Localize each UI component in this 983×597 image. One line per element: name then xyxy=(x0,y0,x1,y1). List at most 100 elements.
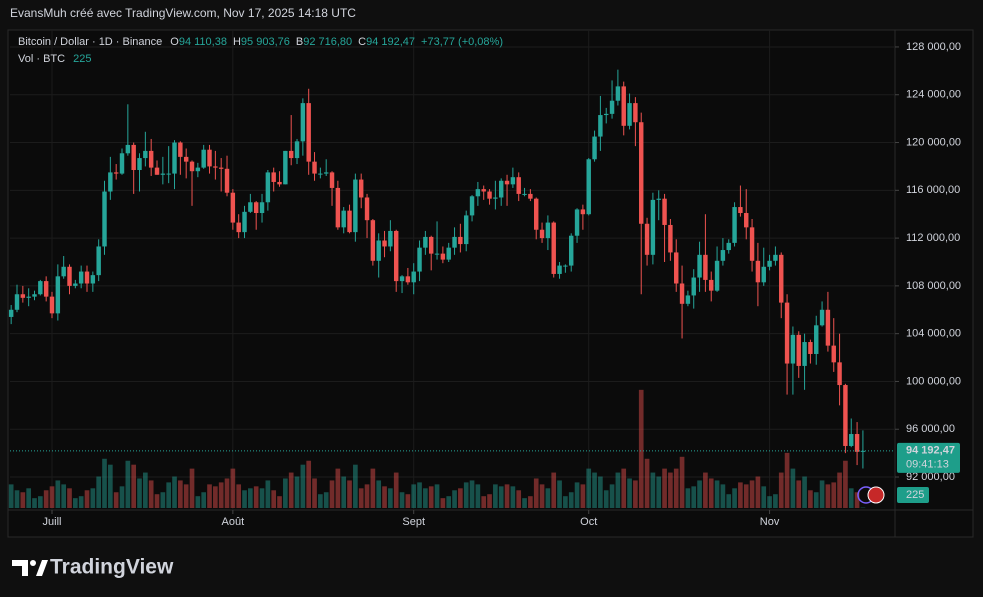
volume-bar xyxy=(382,486,387,508)
volume-bar xyxy=(644,458,650,508)
volume-bar xyxy=(96,476,102,508)
candle-body xyxy=(574,209,580,236)
volume-bar xyxy=(726,494,732,508)
volume-bar xyxy=(423,488,428,508)
volume-bar xyxy=(860,507,866,509)
candle-body xyxy=(417,247,422,272)
candle-body xyxy=(376,240,381,261)
volume-bar xyxy=(108,464,113,508)
volume-bar xyxy=(843,460,848,508)
candle-body xyxy=(189,161,195,172)
volume-bar xyxy=(749,480,755,508)
volume-value: 225 xyxy=(73,53,91,65)
volume-bar xyxy=(20,492,26,508)
candle-body xyxy=(300,103,306,142)
volume-pane xyxy=(8,389,866,509)
ohlc: O94 110,38 H95 903,76 B92 716,80 C94 192,47… xyxy=(170,36,503,48)
candle-body xyxy=(137,158,142,171)
volume-bar xyxy=(743,484,749,508)
volume-bar xyxy=(294,476,300,508)
candle-body xyxy=(714,260,720,291)
candle-body xyxy=(697,254,702,278)
volume-bar xyxy=(358,488,364,508)
x-tick-label: Oct xyxy=(580,516,597,528)
y-tick-label: 116 000,00 xyxy=(906,184,960,196)
volume-bar xyxy=(166,482,172,508)
candle-body xyxy=(533,198,539,230)
volume-bar xyxy=(213,486,218,508)
candle-body xyxy=(854,434,860,452)
x-tick-label: Nov xyxy=(760,516,780,528)
volume-bar xyxy=(411,484,417,508)
candle-body xyxy=(154,167,160,175)
last-price-label: 94 192,47 xyxy=(906,445,955,457)
candle-body xyxy=(283,150,288,185)
volume-bar xyxy=(504,484,510,508)
candle-body xyxy=(498,180,504,198)
candle-body xyxy=(463,215,469,245)
volume-bar xyxy=(533,478,539,508)
candle-body xyxy=(510,177,516,185)
volume-bar xyxy=(131,464,137,508)
volume-bar xyxy=(55,480,61,508)
volume-bar xyxy=(353,464,358,508)
candle-body xyxy=(779,254,784,303)
volume-bar xyxy=(545,488,551,508)
candle-body xyxy=(294,141,300,159)
volume-bar xyxy=(837,472,842,508)
volume-bar xyxy=(825,484,831,508)
candle-body xyxy=(767,260,772,267)
volume-bar xyxy=(178,480,183,508)
candle-body xyxy=(160,173,166,175)
symbol-title: Bitcoin / Dollar · 1D · Binance xyxy=(18,36,162,48)
candle-body xyxy=(224,168,230,193)
volume-bar xyxy=(481,496,487,508)
candle-body xyxy=(358,179,364,198)
candle-body xyxy=(662,198,667,225)
candle-body xyxy=(528,193,533,199)
volume-bar xyxy=(73,498,78,508)
candle-body xyxy=(569,235,574,266)
volume-bar xyxy=(720,484,726,508)
volume-bar xyxy=(32,498,37,508)
candle-body xyxy=(551,222,556,274)
candle-body xyxy=(38,281,43,295)
volume-bar xyxy=(154,494,160,508)
candle-body xyxy=(347,210,352,233)
y-tick-label: 92 000,00 xyxy=(906,471,955,483)
legend-key: O xyxy=(170,36,179,48)
volume-bar xyxy=(469,480,475,508)
candle-body xyxy=(802,342,807,366)
candle-body xyxy=(837,362,842,386)
candle-body xyxy=(458,236,463,245)
volume-bar xyxy=(621,468,627,508)
volume-bar xyxy=(347,480,352,508)
candle-body xyxy=(685,295,691,304)
candle-body xyxy=(248,202,253,212)
volume-bar xyxy=(288,472,294,508)
candle-body xyxy=(195,167,201,172)
candle-body xyxy=(773,254,778,261)
volume-bar xyxy=(364,484,370,508)
volume-bar xyxy=(697,480,702,508)
chart-frame xyxy=(7,29,974,538)
volume-bar xyxy=(102,458,107,508)
volume-bar xyxy=(434,484,440,508)
volume-bar xyxy=(189,468,195,508)
volume-bar xyxy=(475,484,481,508)
volume-bar xyxy=(633,480,638,508)
candle-body xyxy=(615,86,621,101)
event-icon xyxy=(867,486,885,504)
volume-bar xyxy=(84,490,90,508)
candle-body xyxy=(218,167,224,169)
volume-bar xyxy=(510,486,516,508)
volume-bar xyxy=(195,496,201,508)
volume-bar xyxy=(399,492,405,508)
volume-bar xyxy=(183,484,189,508)
candle-body xyxy=(703,254,708,280)
candle-body xyxy=(621,86,626,126)
volume-bar xyxy=(498,486,504,508)
candle-body xyxy=(440,253,446,260)
candle-body xyxy=(78,271,84,284)
volume-legend: Vol · BTC 225 xyxy=(18,53,91,65)
